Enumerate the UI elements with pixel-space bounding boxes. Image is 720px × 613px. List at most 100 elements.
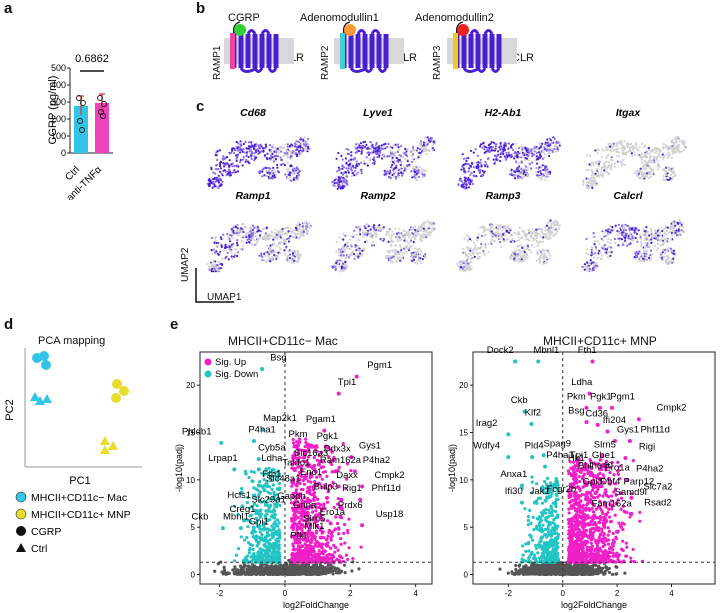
panel-b-graphics [0, 0, 720, 95]
gene-label: Gys1 [617, 424, 639, 435]
adm2-ligand-icon [457, 24, 469, 36]
legend-cgrp: CGRP [31, 526, 61, 538]
ytick: 5 [191, 523, 196, 532]
ytick: 10 [459, 476, 468, 485]
gene-label: Prdx6 [338, 500, 363, 511]
ligand-adm1-label: Adenomodullin1 [300, 12, 379, 24]
volcano-xlabel: log2FoldChange [561, 600, 627, 610]
volcano1-title: MHCII+CD11c− Mac [228, 334, 338, 348]
volcano-mac: Bsg Pgm1 Tpi1 Map2k1 Pgam1 P4ha1 Pkm Pgk1 Cyb5a D… [174, 351, 433, 610]
gene-label: Daxx [336, 470, 358, 481]
pc2-label: PC2 [4, 399, 16, 420]
receptor-cgrp [224, 22, 294, 72]
gene-label: Pgam1 [306, 414, 336, 425]
gene-label: Usp18 [376, 509, 403, 520]
gene-label: Rig1 [342, 483, 362, 494]
gene-label: Fam162a [592, 498, 633, 509]
gene-label: Gpi1 [583, 477, 603, 488]
xtick: 2 [615, 589, 620, 598]
panel-b-items: CGRP RAMP1 CLR Adenomodullin1 RAMP2 CLR … [0, 0, 720, 95]
bar-ctrl [74, 106, 88, 153]
panel-e-label: e [170, 316, 179, 333]
gene-label: Samd9l [615, 487, 647, 498]
xtick: 0 [561, 589, 566, 598]
ytick-300: 300 [51, 97, 66, 107]
gene-label: Mbnl1 [533, 345, 559, 356]
gene-label: Pgk1 [590, 391, 612, 402]
gene-label: Phf11d [640, 424, 669, 435]
umap1-label: UMAP1 [207, 292, 242, 303]
ligand-cgrp-label: CGRP [228, 12, 260, 24]
umap-itgax: Itgax [582, 107, 687, 190]
gene-label: Ckb [192, 512, 209, 523]
gene-label: Hk1 [568, 453, 585, 464]
panel-a-label: a [4, 0, 13, 17]
gene-label: Pkm [289, 429, 308, 440]
panel-d-label: d [4, 316, 14, 333]
pca-plot: PC2 PC1 MHCII+CD11c− Mac MHCII+CD11c+ MN… [4, 348, 142, 555]
cgrp-ligand-icon [234, 24, 246, 36]
gene-label: Gpi1 [249, 516, 269, 527]
volcano2-title: MHCII+CD11c+ MNP [543, 334, 657, 348]
ytick: 20 [459, 381, 468, 390]
gene-label: Ero1a [604, 462, 630, 473]
gene-label: Ifi204 [603, 415, 626, 426]
gene-label: Fth1 [578, 345, 597, 356]
legend-mnp: MHCII+CD11c+ MNP [31, 509, 131, 521]
panel-a-bar-chart: CGRP (pg/ml) 0 100 200 300 400 500 0.686… [47, 53, 113, 200]
gene-label: Gys1 [359, 441, 381, 452]
ytick-0: 0 [61, 148, 66, 158]
gene-label: Klf2 [525, 407, 541, 418]
umap-gene-title: Lyve1 [363, 107, 393, 119]
gene-label: Grina [293, 500, 317, 511]
gene-label: Slc48a1 [266, 474, 300, 485]
umap-gene-title: H2-Ab1 [485, 107, 522, 119]
gene-label: Creg1 [230, 504, 256, 515]
pc1-label: PC1 [69, 475, 90, 487]
ligand-adm2-label: Adenomodullin2 [415, 12, 494, 24]
gene-label: Mbnl1 [223, 512, 249, 523]
gene-label: Jak1 [530, 486, 550, 497]
gene-label: Map2k1 [263, 413, 297, 424]
panel-c-label: c [196, 98, 205, 115]
volcano-ylabel: -log10(padj) [174, 444, 184, 492]
panel-b-label: b [196, 0, 206, 17]
gene-label: Ddx3x [324, 443, 351, 454]
xtick: 4 [669, 589, 674, 598]
gene-label: Rsad2 [644, 497, 671, 508]
pca-title: PCA mapping [38, 335, 106, 347]
xtick: -2 [216, 589, 224, 598]
volcano-legend-item: Sig. Down [215, 369, 258, 380]
gene-label: Cyb5a [258, 442, 286, 453]
gene-label: Bhlhe40 [578, 460, 613, 471]
gene-label: Pld4 [525, 441, 544, 452]
gene-label: Tpi1 [570, 450, 588, 461]
ytick-100: 100 [51, 131, 66, 141]
gene-label: Taldo1 [282, 458, 310, 469]
gene-label: Slc29a1 [251, 495, 285, 506]
gene-label: Slc16a3 [294, 448, 328, 459]
umap-gene-title: Ramp1 [235, 190, 270, 202]
gene-label: Irag2 [476, 418, 498, 429]
gene-label: P4ha2 [363, 455, 390, 466]
umap-gene-title: Itgax [616, 107, 642, 119]
xtick: 2 [348, 589, 353, 598]
umap-calcrl: Calcrl [581, 190, 686, 273]
gene-label: Ram162a [320, 455, 362, 466]
gene-label: P4ha2 [636, 463, 663, 474]
gene-label: Bsg [270, 353, 286, 364]
umap-ramp1: Ramp1 [206, 190, 312, 273]
gene-label: Mlk1 [304, 521, 324, 532]
gene-label: Pkm [567, 391, 586, 402]
gene-label: Pgm1 [367, 360, 392, 371]
ytick-500: 500 [51, 63, 66, 73]
pvalue-text: 0.6862 [75, 53, 109, 65]
gene-label: Parp12 [624, 477, 655, 488]
umap-ramp3: Ramp3 [456, 190, 562, 273]
receptor-adm2 [447, 22, 517, 72]
gene-label: Pgm1 [610, 391, 635, 402]
gene-label: Hcls1 [227, 490, 251, 501]
